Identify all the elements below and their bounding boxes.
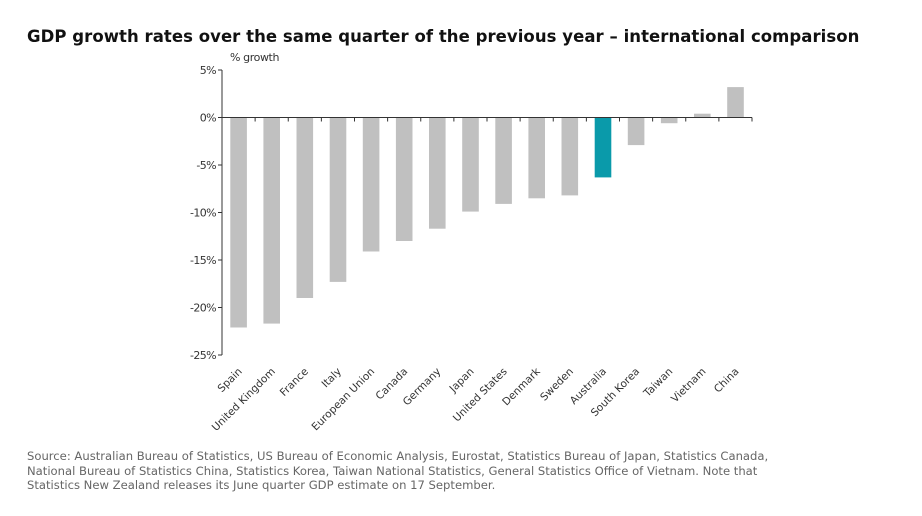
- x-tick-label-china: China: [712, 366, 742, 396]
- bar-united-kingdom: [263, 117, 280, 324]
- source-line-3: Statistics New Zealand releases its June…: [27, 478, 496, 492]
- bar-italy: [329, 117, 347, 282]
- bar-united-states: [495, 117, 512, 204]
- bar-sweden: [561, 117, 579, 196]
- bar-china: [727, 87, 744, 118]
- bar-vietnam: [694, 113, 711, 118]
- y-tick-label: -10%: [190, 207, 216, 220]
- bar-european-union: [362, 117, 380, 252]
- bar-canada: [395, 117, 413, 241]
- bar-denmark: [528, 117, 545, 199]
- bar-japan: [462, 117, 479, 212]
- x-tick-label-france: France: [278, 366, 311, 399]
- x-tick-label-italy: Italy: [319, 366, 344, 391]
- y-tick-label: 5%: [200, 64, 216, 77]
- y-axis-label: % growth: [230, 51, 280, 64]
- y-tick-label: -5%: [196, 159, 216, 172]
- y-tick-labels: 5% 0% -5% -10% -15% -20% -25%: [190, 64, 217, 362]
- axes-group: [218, 69, 753, 356]
- bar-taiwan: [660, 117, 678, 124]
- bar-germany: [429, 117, 446, 229]
- bar-france: [296, 117, 314, 298]
- bars-group: [230, 87, 744, 328]
- y-tick-label: -25%: [190, 349, 216, 362]
- x-tick-label-spain: Spain: [215, 366, 244, 395]
- source-note: Source: Australian Bureau of Statistics,…: [27, 449, 907, 493]
- bar-australia: [594, 117, 612, 178]
- bar-south-korea: [627, 117, 645, 146]
- x-tick-label-vietnam: Vietnam: [669, 366, 708, 405]
- y-tick-label: 0%: [200, 112, 216, 125]
- y-tick-label: -15%: [190, 254, 216, 267]
- x-tick-label-european-union: European Union: [310, 366, 378, 434]
- x-tick-label-united-kingdom: United Kingdom: [210, 366, 278, 434]
- source-line-1: Source: Australian Bureau of Statistics,…: [27, 449, 769, 463]
- source-line-2: National Bureau of Statistics China, Sta…: [27, 463, 758, 478]
- chart-title: GDP growth rates over the same quarter o…: [27, 27, 860, 46]
- x-tick-label-japan: Japan: [447, 366, 477, 396]
- bar-spain: [230, 117, 247, 328]
- y-tick-label: -20%: [190, 302, 216, 315]
